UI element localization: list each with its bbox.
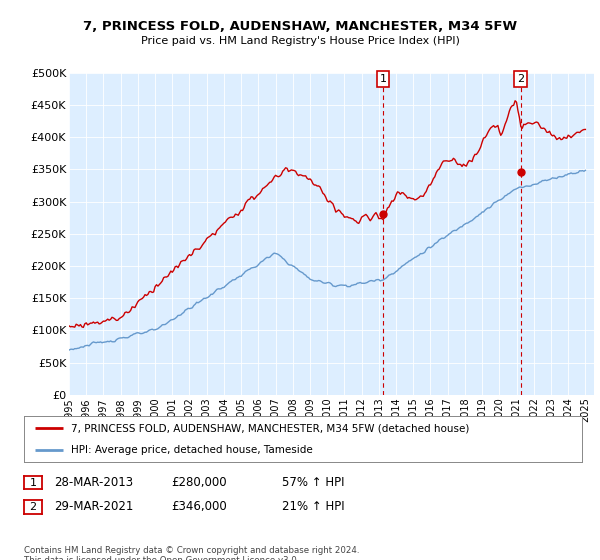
Text: £280,000: £280,000 — [171, 476, 227, 489]
Text: Price paid vs. HM Land Registry's House Price Index (HPI): Price paid vs. HM Land Registry's House … — [140, 36, 460, 46]
Text: HPI: Average price, detached house, Tameside: HPI: Average price, detached house, Tame… — [71, 445, 313, 455]
Text: 21% ↑ HPI: 21% ↑ HPI — [282, 500, 344, 514]
Text: 2: 2 — [29, 502, 37, 512]
Text: 1: 1 — [29, 478, 37, 488]
Text: Contains HM Land Registry data © Crown copyright and database right 2024.
This d: Contains HM Land Registry data © Crown c… — [24, 546, 359, 560]
Text: 2: 2 — [517, 74, 524, 84]
Text: 1: 1 — [379, 74, 386, 84]
Text: 28-MAR-2013: 28-MAR-2013 — [54, 476, 133, 489]
Text: £346,000: £346,000 — [171, 500, 227, 514]
Text: 7, PRINCESS FOLD, AUDENSHAW, MANCHESTER, M34 5FW: 7, PRINCESS FOLD, AUDENSHAW, MANCHESTER,… — [83, 20, 517, 32]
Text: 57% ↑ HPI: 57% ↑ HPI — [282, 476, 344, 489]
Text: 29-MAR-2021: 29-MAR-2021 — [54, 500, 133, 514]
Text: 7, PRINCESS FOLD, AUDENSHAW, MANCHESTER, M34 5FW (detached house): 7, PRINCESS FOLD, AUDENSHAW, MANCHESTER,… — [71, 423, 470, 433]
